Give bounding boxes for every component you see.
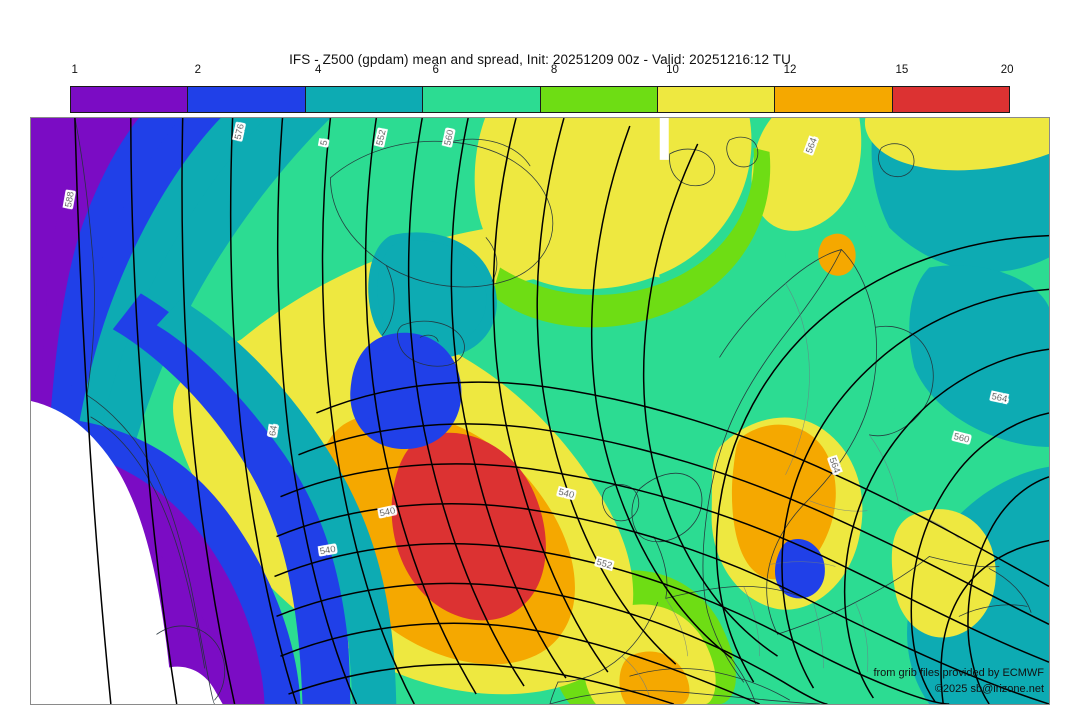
contour-label: 560: [952, 431, 970, 445]
page-title: IFS - Z500 (gpdam) mean and spread, Init…: [289, 52, 791, 67]
contour-label: 540: [557, 487, 575, 501]
coastlines: [74, 118, 1032, 704]
colorbar-swatch: [423, 87, 541, 112]
contour-label: 564: [990, 391, 1008, 405]
colorbar-tick: 4: [314, 64, 322, 76]
contour-label: 540: [379, 506, 397, 520]
contour-label: 560: [442, 129, 456, 147]
colorbar[interactable]: [70, 86, 1010, 113]
colorbar-swatch: [775, 87, 893, 112]
contour-label: 552: [374, 129, 388, 147]
colorbar-swatch: [892, 87, 1009, 112]
contour-label: 576: [233, 123, 247, 141]
colorbar-tick: 1: [71, 64, 78, 76]
colorbar-tick: 10: [666, 64, 679, 76]
colorbar-swatch: [188, 87, 306, 112]
country-borders: [621, 283, 960, 699]
colorbar-tick: 12: [783, 64, 797, 76]
map-canvas: 588 576 564 552 560 540 540 540 560 564 …: [31, 118, 1049, 704]
contour-label: 540: [319, 544, 336, 558]
contour-label: 564: [804, 136, 820, 155]
colorbar-swatch: [540, 87, 658, 112]
colorbar-tick: 15: [895, 64, 909, 76]
colorbar-tick: 20: [1000, 64, 1014, 76]
colorbar-gradient: [70, 86, 1010, 113]
colorbar-tick: 6: [432, 64, 439, 76]
spread-shading: [31, 118, 1049, 704]
colorbar-swatch: [71, 87, 189, 112]
contour-label: 588: [63, 191, 77, 208]
contour-label: 552: [595, 557, 613, 572]
colorbar-tick: 2: [194, 64, 202, 76]
contour-label: 564: [827, 456, 843, 475]
height-contours: [74, 118, 1049, 704]
colorbar-swatch: [305, 87, 424, 112]
map-panel[interactable]: 588 576 564 552 560 540 540 540 560 564 …: [30, 117, 1050, 705]
colorbar-swatch: [657, 87, 776, 112]
colorbar-tick-labels: 1 2 4 6 8 10 12 15 20: [70, 64, 1013, 82]
colorbar-tick: 8: [550, 64, 558, 76]
